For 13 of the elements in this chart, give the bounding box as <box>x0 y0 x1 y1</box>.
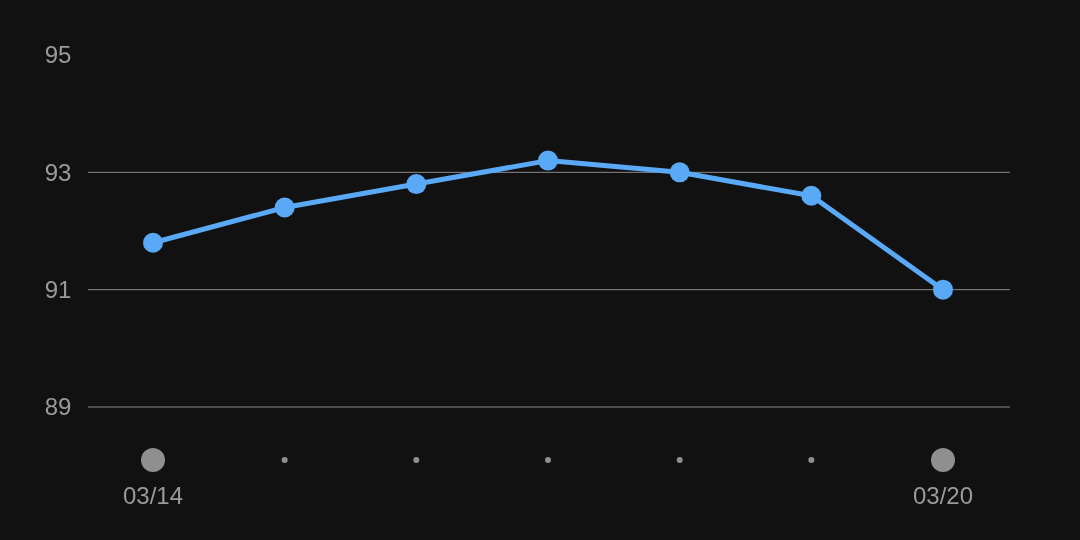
y-tick-label: 93 <box>44 158 72 186</box>
y-tick-label: 95 <box>44 41 72 69</box>
point <box>274 197 295 218</box>
point <box>801 185 822 206</box>
point <box>538 150 558 171</box>
point <box>933 279 953 300</box>
point <box>406 174 427 195</box>
point <box>143 232 163 253</box>
y-tick-label: 91 <box>44 276 72 304</box>
x-tick-label: 03/20 <box>912 482 974 510</box>
y-tick-label: 89 <box>44 393 72 421</box>
x-tick-label: 03/14 <box>122 482 184 510</box>
point <box>669 162 690 183</box>
